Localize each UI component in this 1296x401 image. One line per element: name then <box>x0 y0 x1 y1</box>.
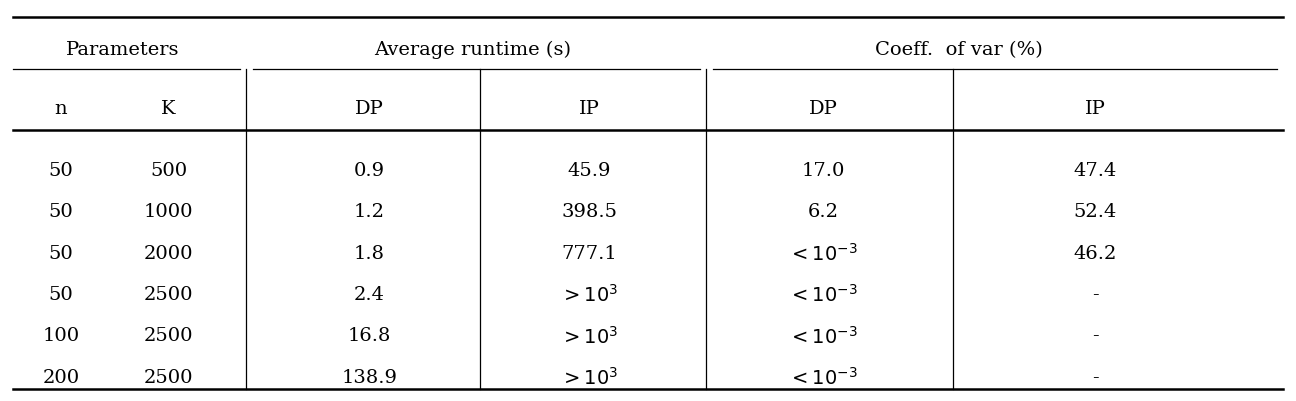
Text: Average runtime (s): Average runtime (s) <box>375 41 572 59</box>
Text: 50: 50 <box>48 162 74 179</box>
Text: -: - <box>1091 286 1099 303</box>
Text: $> 10^{3}$: $> 10^{3}$ <box>560 284 619 305</box>
Text: 0.9: 0.9 <box>354 162 385 179</box>
Text: 50: 50 <box>48 286 74 303</box>
Text: K: K <box>161 99 176 117</box>
Text: 2000: 2000 <box>144 244 193 262</box>
Text: 50: 50 <box>48 203 74 221</box>
Text: 777.1: 777.1 <box>561 244 618 262</box>
Text: 1000: 1000 <box>144 203 193 221</box>
Text: -: - <box>1091 327 1099 344</box>
Text: 1.8: 1.8 <box>354 244 385 262</box>
Text: 16.8: 16.8 <box>347 327 391 344</box>
Text: $< 10^{-3}$: $< 10^{-3}$ <box>788 284 858 305</box>
Text: IP: IP <box>579 99 600 117</box>
Text: 52.4: 52.4 <box>1073 203 1117 221</box>
Text: 2500: 2500 <box>144 286 193 303</box>
Text: 46.2: 46.2 <box>1073 244 1117 262</box>
Text: $< 10^{-3}$: $< 10^{-3}$ <box>788 325 858 346</box>
Text: DP: DP <box>809 99 837 117</box>
Text: 398.5: 398.5 <box>561 203 618 221</box>
Text: 500: 500 <box>150 162 187 179</box>
Text: $< 10^{-3}$: $< 10^{-3}$ <box>788 242 858 264</box>
Text: 2500: 2500 <box>144 368 193 386</box>
Text: 100: 100 <box>43 327 79 344</box>
Text: -: - <box>1091 368 1099 386</box>
Text: $> 10^{3}$: $> 10^{3}$ <box>560 325 619 346</box>
Text: Coeff.  of var (%): Coeff. of var (%) <box>875 41 1043 59</box>
Text: 6.2: 6.2 <box>807 203 839 221</box>
Text: 138.9: 138.9 <box>341 368 398 386</box>
Text: 50: 50 <box>48 244 74 262</box>
Text: n: n <box>54 99 67 117</box>
Text: 2500: 2500 <box>144 327 193 344</box>
Text: 47.4: 47.4 <box>1073 162 1117 179</box>
Text: 2.4: 2.4 <box>354 286 385 303</box>
Text: 17.0: 17.0 <box>801 162 845 179</box>
Text: 200: 200 <box>43 368 79 386</box>
Text: Parameters: Parameters <box>66 41 180 59</box>
Text: 1.2: 1.2 <box>354 203 385 221</box>
Text: $< 10^{-3}$: $< 10^{-3}$ <box>788 366 858 388</box>
Text: 45.9: 45.9 <box>568 162 612 179</box>
Text: $> 10^{3}$: $> 10^{3}$ <box>560 366 619 388</box>
Text: IP: IP <box>1085 99 1105 117</box>
Text: DP: DP <box>355 99 384 117</box>
